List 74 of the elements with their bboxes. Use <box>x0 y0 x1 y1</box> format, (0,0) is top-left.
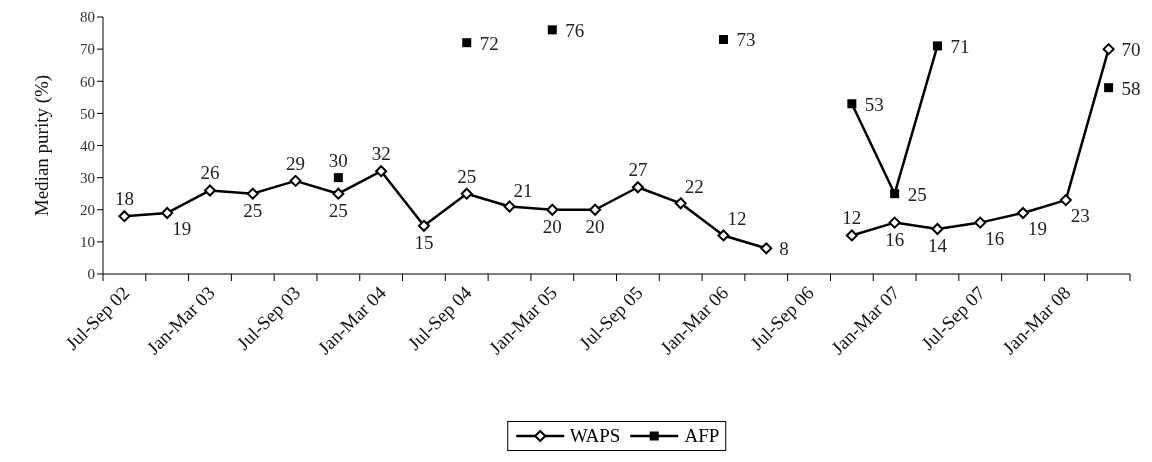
data-label: 12 <box>842 207 862 229</box>
data-label: 53 <box>864 93 884 115</box>
data-label: 16 <box>985 227 1005 249</box>
point <box>1059 194 1072 207</box>
data-label: 8 <box>779 238 789 260</box>
data-label: 29 <box>286 152 306 174</box>
point <box>460 187 473 200</box>
data-label: 16 <box>885 228 905 250</box>
data-label: 27 <box>628 159 648 181</box>
point <box>1102 43 1115 56</box>
y-tick-label: 20 <box>80 202 95 219</box>
data-label: 25 <box>907 183 927 205</box>
data-label: 22 <box>684 176 704 198</box>
data-label: 21 <box>513 179 533 201</box>
point <box>417 219 430 232</box>
legend-label: WAPS <box>569 425 621 447</box>
data-label: 12 <box>727 208 747 230</box>
point <box>118 210 131 223</box>
y-tick-label: 80 <box>80 9 95 26</box>
point <box>332 187 345 200</box>
data-label: 18 <box>114 188 134 210</box>
data-label: 25 <box>457 165 477 187</box>
point <box>888 216 901 229</box>
point <box>845 229 858 242</box>
y-tick-label: 60 <box>80 73 95 90</box>
point <box>462 38 472 48</box>
point <box>589 203 602 216</box>
point <box>503 200 516 213</box>
data-label: 73 <box>736 29 756 51</box>
point <box>161 206 174 219</box>
point <box>890 189 900 199</box>
point <box>547 25 557 35</box>
point <box>718 34 728 44</box>
data-label: 32 <box>371 143 391 165</box>
point <box>631 181 644 194</box>
data-label: 20 <box>542 215 562 237</box>
point <box>375 165 388 178</box>
point <box>246 187 259 200</box>
data-label: 19 <box>1028 217 1048 239</box>
data-label: 25 <box>328 199 348 221</box>
legend-label: AFP <box>684 425 720 447</box>
data-label: 23 <box>1070 205 1090 227</box>
data-label: 15 <box>414 231 434 253</box>
point <box>546 203 559 216</box>
point <box>674 197 687 210</box>
data-label: 58 <box>1121 77 1141 99</box>
data-label: 76 <box>565 19 585 41</box>
y-tick-label: 70 <box>80 41 95 58</box>
data-label: 25 <box>243 199 263 221</box>
point <box>932 41 942 51</box>
point <box>203 184 216 197</box>
point <box>760 242 773 255</box>
data-label: 71 <box>950 35 970 57</box>
point <box>847 99 857 109</box>
y-tick-label: 40 <box>80 137 95 154</box>
point <box>289 174 302 187</box>
point <box>974 216 987 229</box>
data-label: 14 <box>927 235 948 257</box>
data-label: 20 <box>585 215 605 237</box>
point <box>1104 83 1114 93</box>
y-axis-title: Median purity (%) <box>30 74 53 217</box>
data-label: 30 <box>328 149 348 171</box>
y-tick-label: 50 <box>80 105 95 122</box>
data-label: 19 <box>172 217 192 239</box>
point <box>931 223 944 236</box>
data-label: 72 <box>479 32 499 54</box>
data-label: 70 <box>1121 39 1141 61</box>
y-tick-label: 10 <box>80 234 95 251</box>
y-tick-label: 30 <box>80 169 95 186</box>
y-tick-label: 0 <box>87 266 95 283</box>
point <box>333 173 343 183</box>
point <box>1017 206 1030 219</box>
data-label: 26 <box>200 162 220 184</box>
point <box>717 229 730 242</box>
